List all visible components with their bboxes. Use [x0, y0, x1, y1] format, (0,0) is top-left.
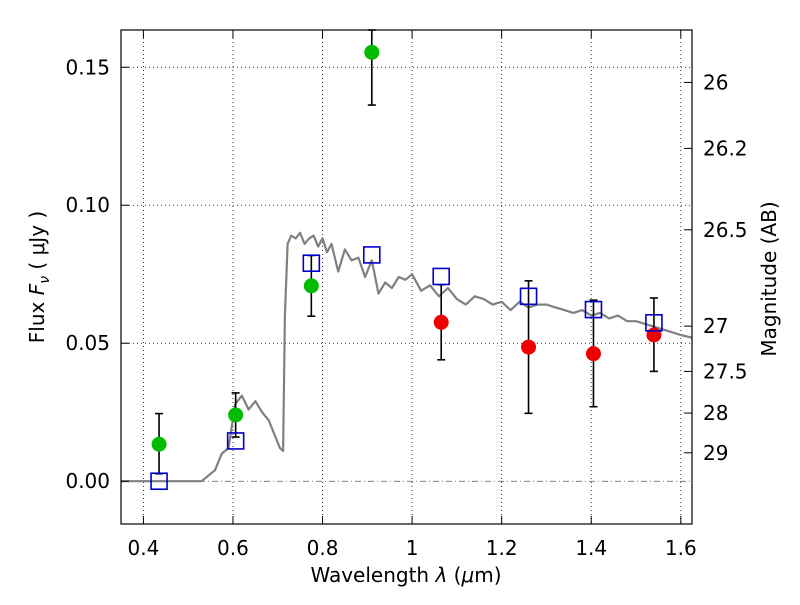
data-point-square — [362, 246, 381, 264]
x-tick-label: 0.4 — [127, 536, 159, 560]
y2-tick-label: 26.5 — [703, 218, 748, 242]
tick-labels: 0.4 0.6 0.8 1 1.2 1.4 1.6 0.00 0.05 0.10 0.15 29 28 2… — [65, 55, 747, 560]
x-tick-label: 1 — [406, 536, 419, 560]
plot-frame — [120, 29, 693, 525]
y-axis-title: Flux Fν ( μJy ) — [25, 211, 53, 343]
y2-axis-title: Magnitude (AB) — [757, 201, 781, 356]
data-point-square — [432, 267, 451, 286]
y2-tick-label: 27 — [703, 314, 728, 338]
data-point-circle — [521, 339, 537, 355]
y-tick-label: 0.00 — [65, 469, 110, 493]
x-tick-label: 1.4 — [575, 536, 607, 560]
x-tick-label: 0.6 — [217, 536, 249, 560]
x-tick-label: 1.2 — [486, 536, 518, 560]
data-point-square — [519, 287, 538, 306]
x-tick-label: 1.6 — [665, 536, 697, 560]
model-sed-curve — [121, 231, 693, 483]
data-point-circle — [433, 314, 449, 330]
y2-tick-label: 28 — [703, 401, 728, 425]
data-point-square — [226, 432, 245, 450]
data-point-circle — [585, 346, 601, 362]
y-tick-label: 0.05 — [65, 331, 110, 355]
data-point-circle — [303, 278, 319, 294]
data-markers — [150, 44, 663, 491]
x-axis-title: Wavelength λ (μm) — [310, 563, 501, 587]
y2-tick-label: 27.5 — [703, 359, 748, 383]
data-point-square — [645, 314, 663, 332]
y-tick-label: 0.10 — [65, 193, 110, 217]
data-point-square — [150, 472, 168, 491]
data-point-circle — [228, 407, 244, 423]
y-tick-label: 0.15 — [65, 55, 110, 79]
data-point-square — [584, 300, 603, 319]
y2-tick-label: 29 — [703, 441, 728, 465]
x-tick-label: 0.8 — [307, 536, 339, 560]
ticks — [121, 30, 692, 524]
data-point-circle — [151, 436, 167, 452]
data-point-circle — [646, 327, 662, 343]
y2-tick-label: 26 — [703, 70, 728, 94]
data-point-circle — [364, 44, 380, 60]
data-point-square — [302, 254, 321, 273]
y2-tick-label: 26.2 — [703, 136, 748, 160]
model-curve-layer — [121, 231, 693, 483]
